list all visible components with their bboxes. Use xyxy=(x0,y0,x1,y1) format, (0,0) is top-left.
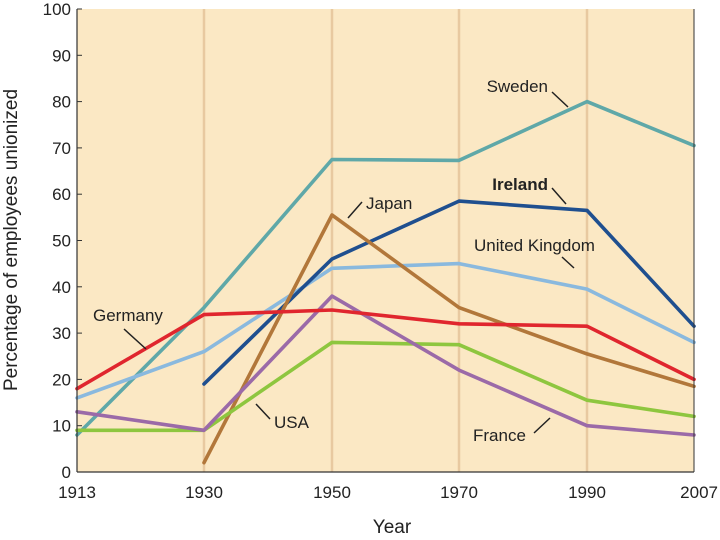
annotation-japan: Japan xyxy=(366,194,412,213)
x-tick-label: 2007 xyxy=(680,483,718,502)
y-tick-label: 80 xyxy=(52,93,71,112)
leader-line-france xyxy=(533,417,551,434)
leader-line-usa xyxy=(255,403,271,420)
gridlines xyxy=(202,9,589,472)
y-tick-label: 50 xyxy=(52,232,71,251)
x-tick-label: 1990 xyxy=(568,483,606,502)
y-tick-labels: 0 10 20 30 40 50 60 70 80 90 100 xyxy=(43,0,82,482)
y-tick-label: 20 xyxy=(52,370,71,389)
x-tick-label: 1913 xyxy=(58,483,96,502)
plot-area-background xyxy=(77,9,694,472)
series-line-france xyxy=(75,294,696,437)
annotation-ireland: Ireland xyxy=(492,175,548,194)
annotation-france: France xyxy=(473,426,526,445)
y-tick-label: 70 xyxy=(52,139,71,158)
x-axis-title: Year xyxy=(373,517,412,538)
y-tick-label: 90 xyxy=(52,46,71,65)
leader-line-japan xyxy=(347,201,363,219)
annotation-sweden: Sweden xyxy=(487,77,548,96)
y-tick-label: 30 xyxy=(52,324,71,343)
series-line-united-kingdom xyxy=(75,261,696,400)
series-line-usa xyxy=(75,340,696,433)
y-tick-label: 10 xyxy=(52,417,71,436)
leader-line-ireland xyxy=(551,187,567,205)
leader-line-sweden xyxy=(551,91,569,108)
annotation-united-kingdom: United Kingdom xyxy=(474,236,595,255)
x-tick-label: 1970 xyxy=(440,483,478,502)
x-tick-labels: 1913 1930 1950 1970 1990 2007 xyxy=(58,483,718,502)
annotation-germany: Germany xyxy=(93,306,163,325)
x-tick-label: 1930 xyxy=(185,483,223,502)
y-axis-title: Percentage of employees unionized xyxy=(1,89,22,391)
y-tick-label: 40 xyxy=(52,278,71,297)
series-line-germany xyxy=(75,308,696,391)
annotation-usa: USA xyxy=(274,413,310,432)
leader-line-united-kingdom xyxy=(561,256,575,269)
series-annotations: Sweden Ireland Japan United Kingdom Germany U… xyxy=(93,77,595,445)
y-tick-label: 100 xyxy=(43,0,71,19)
y-tick-label: 60 xyxy=(52,185,71,204)
series-line-japan xyxy=(202,213,696,465)
leader-line-germany xyxy=(123,328,147,350)
y-tick-label: 0 xyxy=(62,463,71,482)
series-lines xyxy=(75,99,696,465)
x-tick-label: 1950 xyxy=(313,483,351,502)
